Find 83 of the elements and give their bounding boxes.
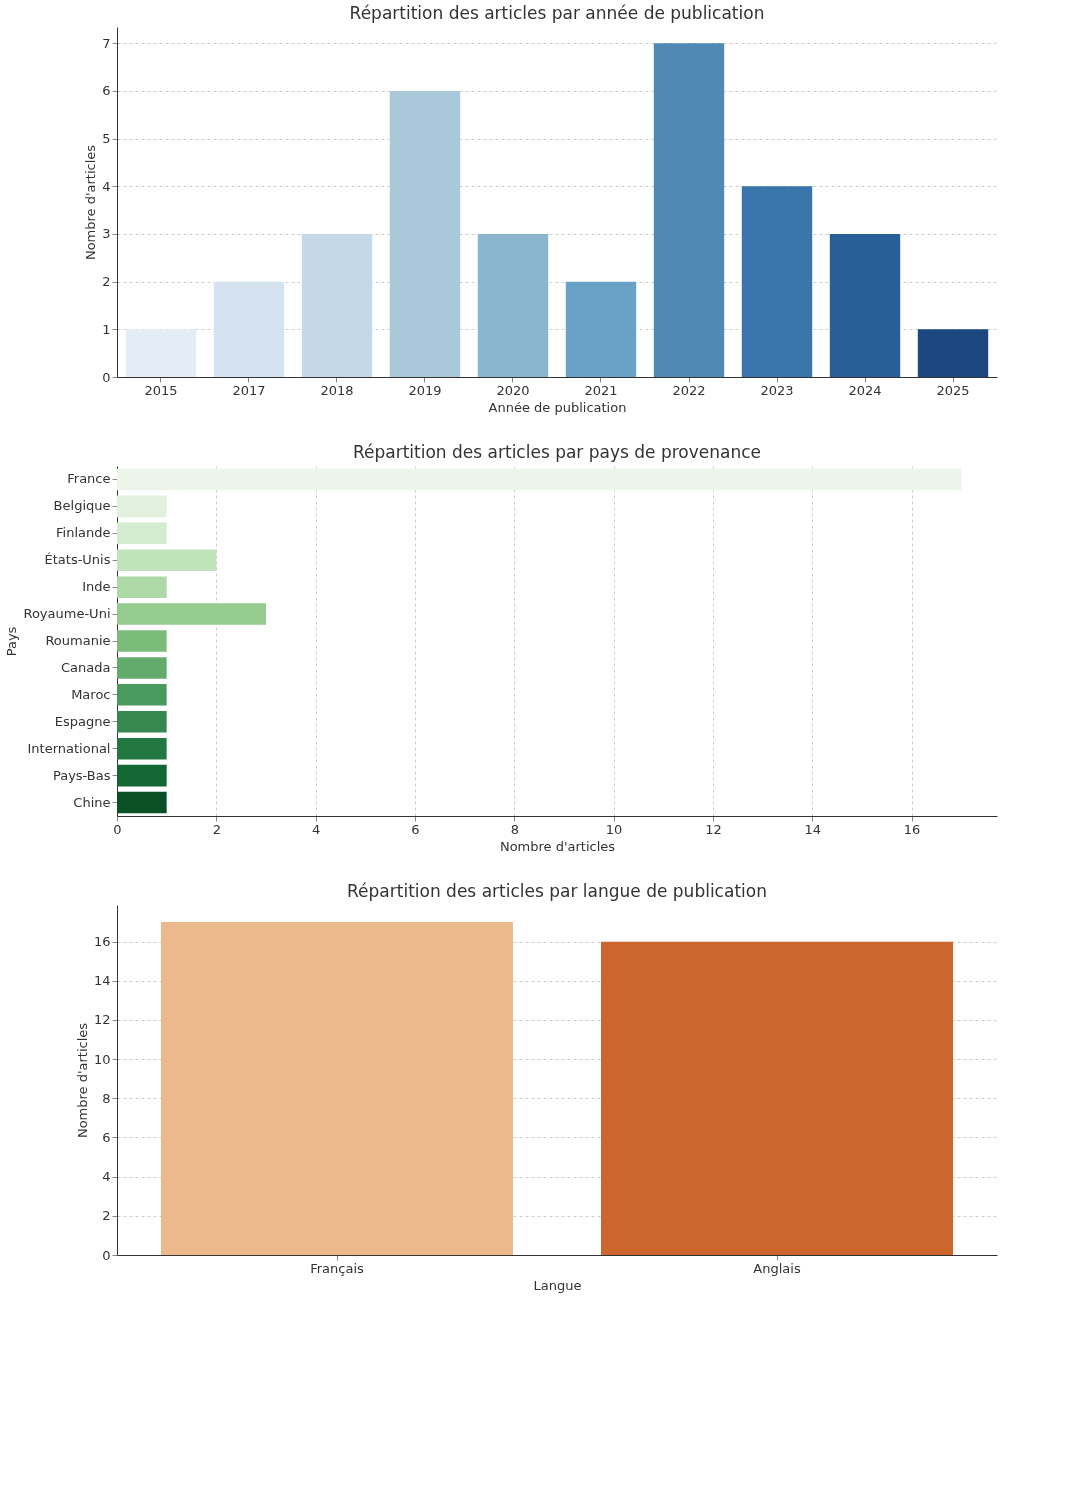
y-tick-label: Roumanie	[45, 633, 111, 648]
x-tick-label: 2025	[936, 382, 970, 398]
bar	[117, 630, 167, 652]
bar	[117, 495, 167, 518]
x-tick-label: 10	[605, 821, 623, 837]
chart-title: Répartition des articles par pays de provenance	[352, 442, 762, 462]
x-tick-label: 12	[705, 821, 722, 837]
x-tick-label: 2015	[144, 382, 178, 398]
bar	[117, 468, 962, 491]
y-tick-label: 5	[102, 131, 111, 147]
bar	[741, 186, 813, 377]
x-tick-label: 2	[212, 821, 221, 837]
bar	[117, 576, 167, 598]
bar	[213, 281, 285, 377]
x-tick-label: 2021	[584, 382, 618, 398]
bar	[389, 90, 461, 377]
bar	[917, 329, 989, 377]
y-tick-label: 14	[93, 973, 111, 989]
x-axis-title: Langue	[533, 1277, 582, 1293]
x-tick-label: 2020	[496, 382, 530, 398]
y-axis-title: Pays	[4, 626, 20, 657]
bar	[117, 522, 167, 545]
y-tick-label: 0	[102, 369, 111, 385]
x-tick-label: 14	[804, 821, 822, 837]
x-tick-label: Anglais	[753, 1260, 801, 1276]
bar	[117, 711, 167, 733]
bar	[117, 684, 167, 706]
bar	[125, 329, 197, 377]
bar	[117, 657, 167, 679]
y-tick-label: 12	[93, 1012, 111, 1028]
y-axis-title: Nombre d'articles	[74, 1022, 90, 1139]
y-tick-label: Maroc	[71, 686, 111, 702]
y-tick-label: 10	[93, 1051, 111, 1067]
y-tick-label: 4	[102, 178, 111, 194]
y-tick-label: 2	[102, 1208, 111, 1224]
bar	[477, 233, 549, 377]
y-tick-label: Belgique	[53, 498, 111, 514]
chart-title: Répartition des articles par langue de publication	[347, 881, 767, 901]
y-tick-label: 6	[102, 83, 111, 99]
x-tick-label: 0	[113, 821, 122, 837]
bar	[301, 233, 373, 377]
x-tick-label: 2022	[672, 382, 706, 398]
x-tick-label: 2019	[408, 382, 442, 398]
x-tick-label: 6	[411, 821, 420, 837]
x-tick-label: 2018	[320, 382, 354, 398]
y-tick-label: France	[67, 471, 111, 487]
bar	[829, 233, 901, 377]
x-tick-label: 2017	[232, 382, 266, 398]
y-tick-label: 0	[102, 1247, 111, 1263]
y-tick-label: 6	[102, 1129, 111, 1145]
y-tick-label: 8	[102, 1090, 111, 1106]
bar	[653, 43, 725, 377]
y-tick-label: Pays-Bas	[52, 767, 111, 783]
x-tick-label: Français	[310, 1260, 365, 1276]
y-tick-label: Chine	[73, 794, 111, 810]
bar	[117, 603, 266, 625]
y-axis-title: Nombre d'articles	[83, 144, 99, 261]
y-tick-label: International	[27, 740, 111, 756]
x-axis-title: Nombre d'articles	[499, 838, 616, 854]
bar	[117, 737, 167, 760]
x-tick-label: 2023	[760, 382, 794, 398]
y-tick-label: Finlande	[56, 525, 111, 541]
chart-title: Répartition des articles par année de publication	[349, 3, 765, 23]
x-tick-label: 8	[510, 821, 519, 837]
y-tick-label: Inde	[82, 579, 111, 595]
y-tick-label: Royaume-Uni	[23, 606, 111, 622]
x-tick-label: 16	[903, 821, 921, 837]
x-tick-label: 4	[312, 821, 321, 837]
bar	[117, 549, 217, 571]
x-tick-label: 2024	[848, 382, 882, 398]
bar	[117, 791, 167, 814]
y-tick-label: Canada	[61, 659, 111, 675]
y-tick-label: États-Unis	[44, 552, 111, 568]
bar	[565, 281, 637, 377]
x-axis-title: Année de publication	[488, 399, 627, 415]
y-tick-label: 3	[102, 226, 111, 242]
y-tick-label: 16	[93, 934, 111, 950]
y-tick-label: 2	[102, 274, 111, 290]
y-tick-label: 7	[102, 35, 111, 51]
y-tick-label: Espagne	[54, 713, 111, 729]
y-tick-label: 1	[102, 321, 111, 337]
y-tick-label: 4	[102, 1169, 111, 1185]
bar	[117, 764, 167, 787]
